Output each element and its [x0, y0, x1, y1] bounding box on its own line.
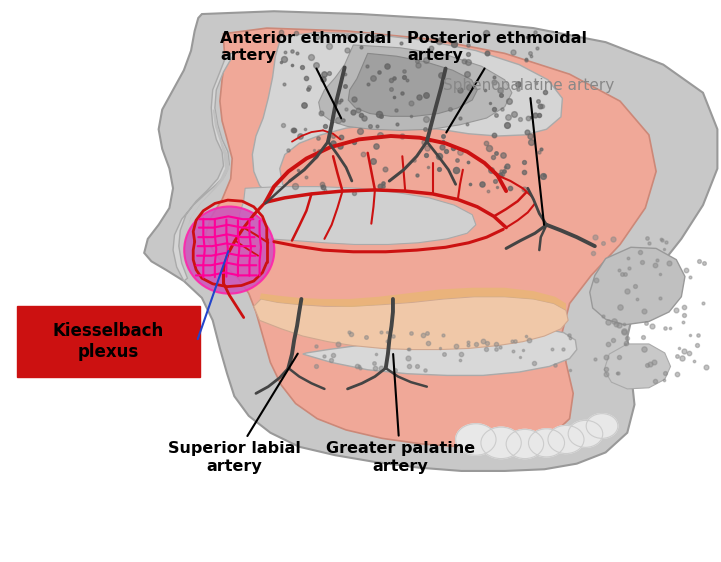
- Text: Sphenopalatine artery: Sphenopalatine artery: [443, 78, 615, 225]
- Ellipse shape: [185, 206, 275, 293]
- Polygon shape: [239, 187, 476, 244]
- Text: Anterior ethmoidal
artery: Anterior ethmoidal artery: [220, 31, 392, 119]
- Polygon shape: [144, 11, 717, 471]
- Circle shape: [481, 427, 521, 459]
- Polygon shape: [319, 45, 512, 130]
- Text: Kiesselbach
plexus: Kiesselbach plexus: [53, 322, 164, 361]
- Polygon shape: [348, 53, 477, 116]
- Polygon shape: [604, 344, 671, 389]
- Polygon shape: [185, 110, 229, 275]
- Polygon shape: [590, 247, 685, 325]
- Text: Greater palatine
artery: Greater palatine artery: [326, 354, 474, 474]
- Circle shape: [548, 425, 584, 454]
- Circle shape: [568, 420, 603, 447]
- FancyBboxPatch shape: [17, 306, 200, 377]
- Circle shape: [528, 429, 565, 457]
- Polygon shape: [254, 297, 568, 350]
- Polygon shape: [252, 33, 562, 202]
- Circle shape: [586, 414, 618, 438]
- Circle shape: [456, 424, 496, 455]
- Polygon shape: [260, 288, 566, 310]
- Polygon shape: [303, 327, 577, 375]
- Polygon shape: [205, 28, 656, 447]
- Polygon shape: [173, 53, 234, 281]
- Text: Superior labial
artery: Superior labial artery: [168, 353, 301, 474]
- Circle shape: [506, 429, 544, 459]
- Text: Posterior ethmoidal
artery: Posterior ethmoidal artery: [407, 31, 588, 133]
